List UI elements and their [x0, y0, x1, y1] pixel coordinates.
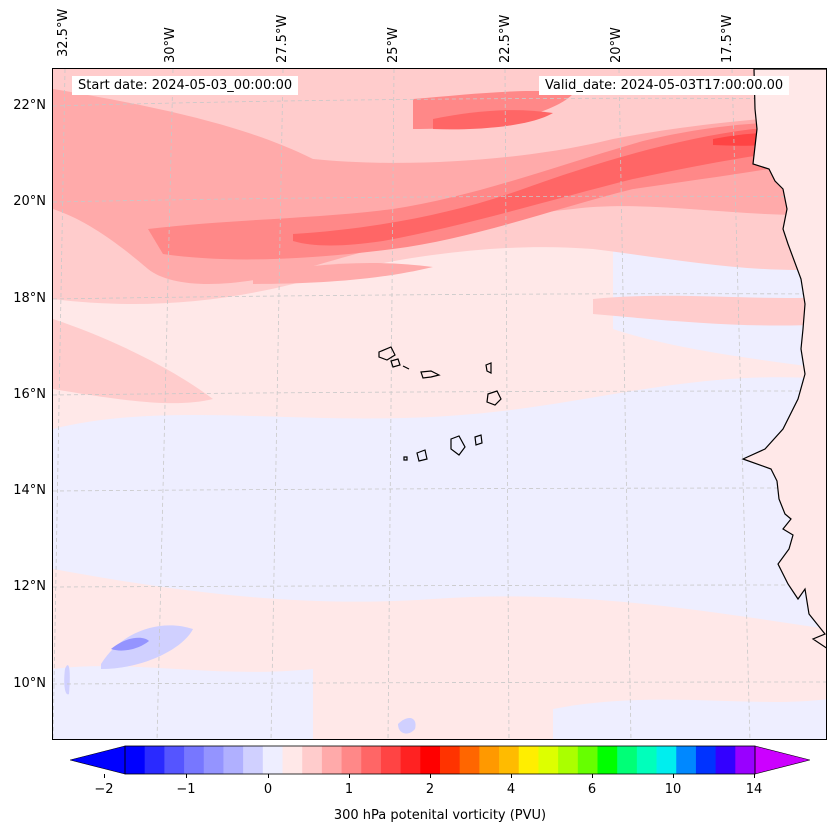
colorbar-segment — [715, 746, 736, 774]
valid-date-label: Valid_date: 2024-05-03T17:00:00.00 — [539, 76, 790, 95]
lon-label-17-5w: 17.5°W — [720, 14, 735, 63]
colorbar-tick-label: −1 — [176, 782, 196, 797]
blue-low-3 — [398, 717, 416, 734]
lat-label-22n: 22°N — [13, 98, 46, 113]
colorbar-segment — [203, 746, 224, 774]
lat-label-16n: 16°N — [13, 387, 46, 402]
pv-band-light-3 — [593, 295, 826, 326]
lat-label-18n: 18°N — [13, 291, 46, 306]
blue-low-4 — [64, 665, 70, 695]
lat-label-14n: 14°N — [13, 483, 46, 498]
colorbar-segment — [361, 746, 382, 774]
colorbar-segment — [577, 746, 598, 774]
colorbar-segment — [558, 746, 579, 774]
colorbar-tick-mark — [511, 774, 512, 778]
pv-field-map — [53, 69, 826, 739]
colorbar-tick-label: 2 — [425, 782, 435, 797]
colorbar-label: 300 hPa potenital vorticity (PVU) — [333, 808, 547, 823]
colorbar-segment — [302, 746, 323, 774]
colorbar-segment — [400, 746, 421, 774]
colorbar-segment — [735, 746, 756, 774]
colorbar-segment — [321, 746, 343, 774]
map-panel — [52, 68, 827, 740]
lat-label-20n: 20°N — [13, 194, 46, 209]
start-date-label: Start date: 2024-05-03_00:00:00 — [72, 76, 299, 95]
colorbar-outline — [124, 745, 756, 775]
colorbar-segment — [459, 746, 480, 774]
colorbar-tick-mark — [349, 774, 350, 778]
colorbar-segment — [380, 746, 402, 774]
colorbar-tick-mark — [430, 774, 431, 778]
pv-band-medium-2 — [253, 263, 433, 284]
colorbar — [70, 745, 810, 775]
colorbar-segment — [440, 746, 461, 774]
colorbar-segment — [184, 746, 205, 774]
colorbar-segment — [479, 746, 500, 774]
lon-label-30w: 30°W — [163, 27, 178, 63]
colorbar-under-arrow — [70, 745, 126, 775]
colorbar-segment — [636, 746, 658, 774]
colorbar-segment — [262, 746, 283, 774]
blue-low-2 — [111, 637, 149, 651]
colorbar-tick-label: 14 — [745, 782, 763, 797]
graticule — [53, 69, 826, 739]
pv-band-core — [293, 128, 826, 246]
pv-band-light-2 — [53, 319, 213, 404]
colorbar-segment — [695, 746, 717, 774]
colorbar-tick-label: 1 — [344, 782, 354, 797]
lon-label-20w: 20°W — [609, 27, 624, 63]
colorbar-over-arrow — [754, 745, 810, 775]
colorbar-tick-mark — [673, 774, 674, 778]
colorbar-tick-mark — [268, 774, 269, 778]
lat-label-10n: 10°N — [13, 676, 46, 691]
colorbar-segment — [499, 746, 520, 774]
colorbar-segment — [282, 746, 303, 774]
lon-label-22-5w: 22.5°W — [498, 14, 513, 63]
west-africa-coastline — [741, 69, 826, 649]
colorbar-segment — [676, 746, 697, 774]
colorbar-segment — [243, 746, 264, 774]
colorbar-segment — [518, 746, 539, 774]
colorbar-tick-label: 6 — [587, 782, 597, 797]
colorbar-tick-mark — [592, 774, 593, 778]
lon-label-27-5w: 27.5°W — [275, 14, 290, 63]
colorbar-tick-label: 10 — [664, 782, 682, 797]
colorbar-segment — [617, 746, 638, 774]
colorbar-segment — [223, 746, 244, 774]
colorbar-tick-mark — [754, 774, 755, 778]
colorbar-tick-mark — [104, 774, 105, 778]
colorbar-segment — [164, 746, 185, 774]
colorbar-segment — [597, 746, 618, 774]
colorbar-segment — [125, 746, 146, 774]
pv-band-core-2 — [433, 110, 553, 130]
cape-verde-islands — [378, 346, 502, 462]
colorbar-segment — [420, 746, 441, 774]
colorbar-tick-label: 0 — [263, 782, 273, 797]
colorbar-segment — [341, 746, 362, 774]
lon-label-25w: 25°W — [386, 27, 401, 63]
colorbar-tick-label: 4 — [506, 782, 516, 797]
colorbar-segment — [656, 746, 677, 774]
lat-label-12n: 12°N — [13, 579, 46, 594]
colorbar-segment — [144, 746, 165, 774]
colorbar-tick-label: −2 — [94, 782, 114, 797]
colorbar-tick-mark — [186, 774, 187, 778]
colorbar-segment — [538, 746, 559, 774]
blue-low-1 — [101, 625, 193, 669]
lon-label-32-5w: 32.5°W — [56, 8, 71, 57]
